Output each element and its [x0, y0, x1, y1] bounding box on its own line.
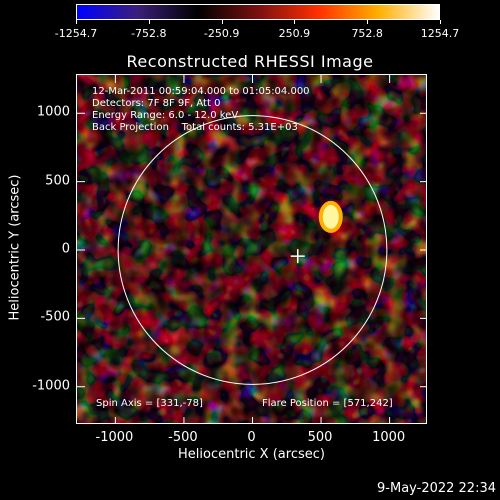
y-tick-label: 500 — [45, 173, 70, 189]
x-tick-label: 500 — [307, 430, 333, 445]
plot-title: Reconstructed RHESSI Image — [126, 52, 374, 71]
x-tick-label: -500 — [168, 430, 198, 445]
colorbar — [76, 4, 440, 20]
y-tick-label: 0 — [61, 241, 70, 257]
colorbar-tick — [76, 20, 77, 24]
solar-limb-circle — [117, 115, 388, 385]
colorbar-tick-label: -250.9 — [203, 27, 240, 40]
rhessi-image — [77, 75, 426, 423]
colorbar-tick-label: -1254.7 — [54, 27, 98, 40]
spin-axis-label: Spin Axis = [331,-78] — [96, 398, 203, 409]
flare-position-label: Flare Position = [571,242] — [262, 398, 393, 409]
colorbar-tick-label: 250.9 — [278, 27, 311, 40]
y-axis-label: Heliocentric Y (arcsec) — [7, 174, 23, 321]
colorbar-tick — [367, 20, 369, 24]
flare-hot-spot — [318, 200, 343, 233]
x-tick-label: 1000 — [372, 430, 406, 445]
info-line-4: Back Projection Total counts: 5.31E+03 — [92, 122, 298, 133]
y-tick-label: -1000 — [32, 378, 70, 394]
info-line-1: 12-Mar-2011 00:59:04.000 to 01:05:04.000 — [92, 86, 310, 97]
x-tick-label: 0 — [247, 430, 256, 445]
y-tick-label: 1000 — [36, 104, 70, 120]
y-tick-label: -500 — [40, 309, 70, 325]
info-line-2: Detectors: 7F 8F 9F, Att 0 — [92, 98, 221, 109]
colorbar-tick-label: 1254.7 — [420, 27, 460, 40]
footer-date: 9-May-2022 22:34 — [377, 481, 496, 496]
colorbar-tick — [221, 20, 223, 24]
colorbar-tick — [294, 20, 296, 24]
x-axis-label: Heliocentric X (arcsec) — [178, 447, 325, 462]
info-line-3: Energy Range: 6.0 - 12.0 keV — [92, 110, 239, 121]
colorbar-tick — [440, 20, 441, 24]
colorbar-tick-label: -752.8 — [131, 27, 167, 40]
colorbar-tick — [148, 20, 150, 24]
heatmap-texture — [77, 75, 426, 423]
colorbar-tick-label: 752.8 — [351, 27, 383, 40]
x-tick-label: -1000 — [95, 430, 134, 445]
image-plot-area[interactable] — [76, 74, 427, 424]
